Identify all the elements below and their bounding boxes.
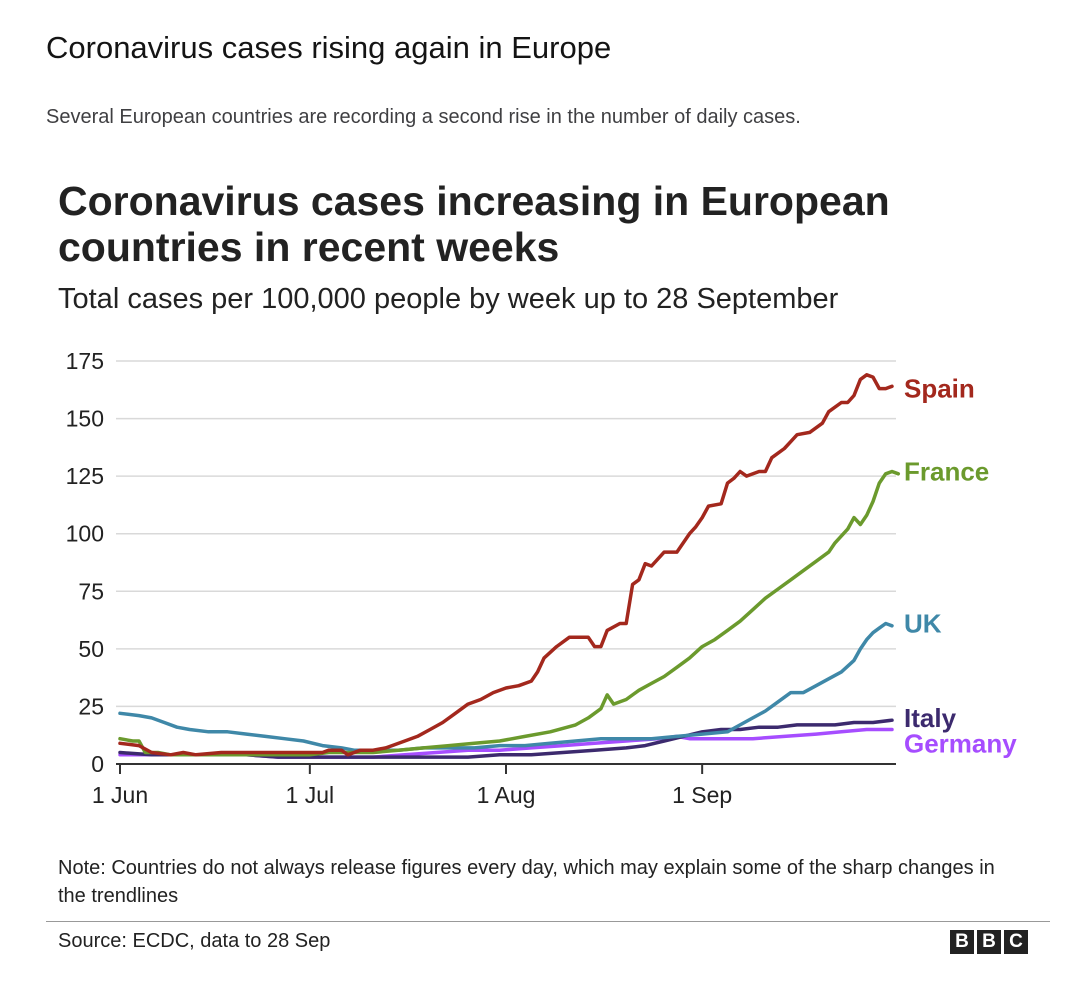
y-tick-label: 125 [66,463,104,489]
chart-subtitle: Total cases per 100,000 people by week u… [58,283,839,315]
x-tick-label: 1 Jun [92,782,148,808]
series-line-uk [118,621,894,752]
footer-divider [46,921,1050,922]
series-line-italy [118,718,894,759]
y-tick-label: 75 [78,578,104,604]
bbc-logo-letter: C [1004,930,1028,954]
bbc-logo-letter: B [977,930,1001,954]
bbc-logo: B B C [950,930,1028,954]
source-text: Source: ECDC, data to 28 Sep [58,930,331,952]
y-tick-label: 150 [66,406,104,432]
x-tick-label: 1 Aug [477,782,536,808]
page-title: Coronavirus cases rising again in Europe [46,30,612,65]
chart-note: Note: Countries do not always release fi… [58,857,995,907]
y-tick-label: 0 [91,751,104,777]
series-label-uk: UK [904,609,942,639]
series-label-france: France [904,457,989,487]
x-tick-label: 1 Sep [672,782,732,808]
series-line-france [118,469,901,757]
series-label-italy: Italy [904,703,957,733]
series-line-spain [118,373,894,757]
y-tick-label: 175 [66,348,104,374]
page-subtitle: Several European countries are recording… [46,106,801,128]
y-tick-label: 50 [78,636,104,662]
y-tick-label: 100 [66,521,104,547]
bbc-logo-letter: B [950,930,974,954]
series-label-spain: Spain [904,374,975,404]
series-label-germany: Germany [904,728,1017,758]
x-tick-label: 1 Jul [286,782,335,808]
y-tick-label: 25 [78,693,104,719]
chart-title: Coronavirus cases increasing in European… [58,178,890,270]
line-chart: 0 25 50 75 100 125 150 175 1 Jun 1 Jul 1 Aug 1 Sep S… [66,348,1018,808]
